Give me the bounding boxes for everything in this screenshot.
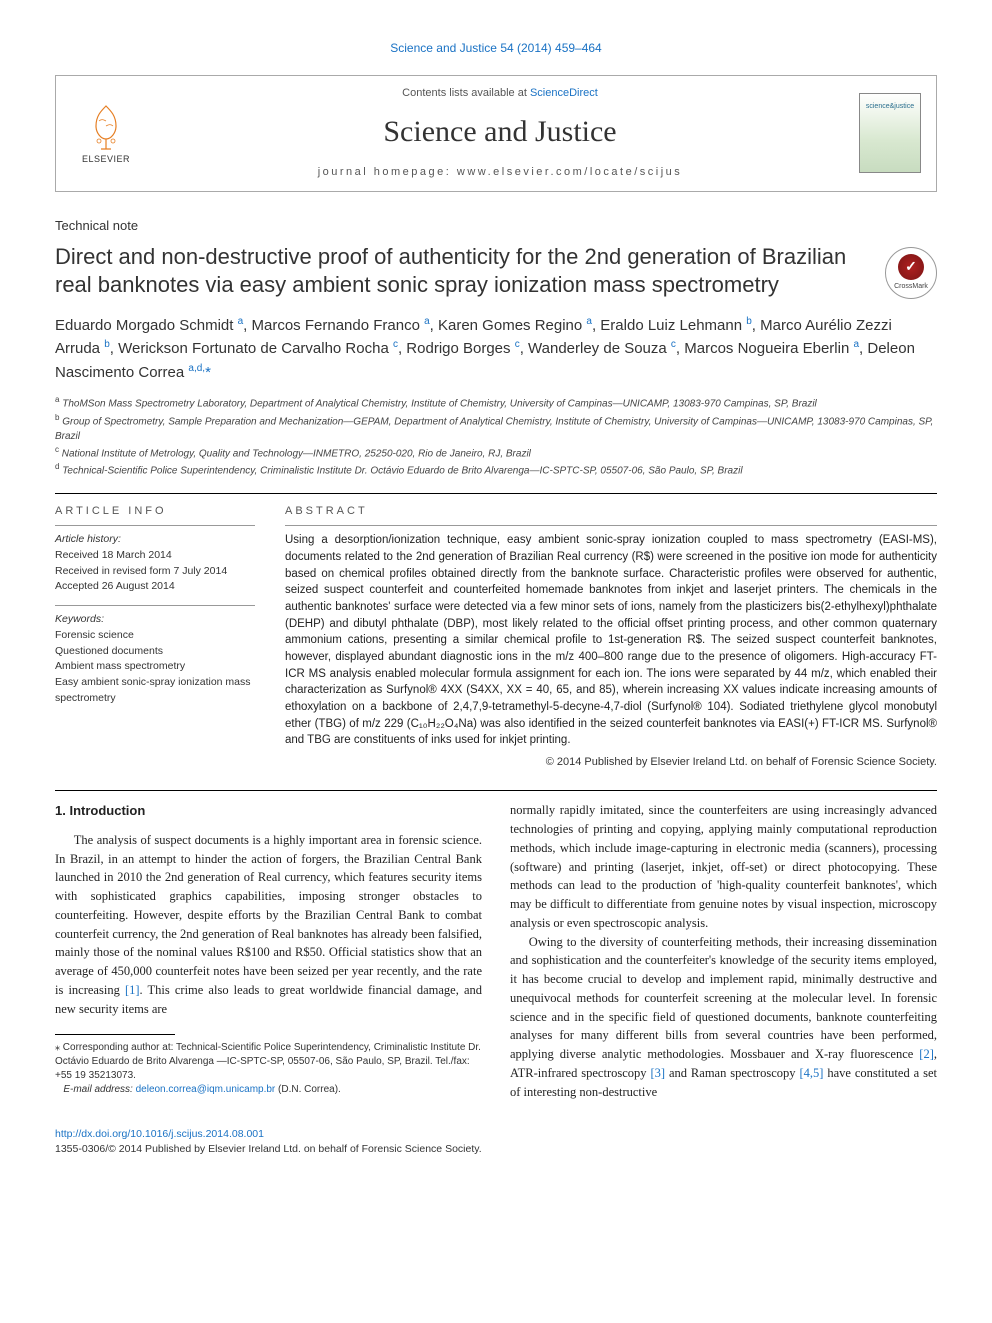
citation-link[interactable]: [4,5] [799,1066,823,1080]
email-after: (D.N. Correa). [275,1084,341,1095]
journal-header: ELSEVIER Contents lists available at Sci… [55,75,937,192]
journal-cover-thumbnail: science&justice [859,93,921,173]
divider [55,790,937,791]
body-text: 1. Introduction The analysis of suspect … [55,801,937,1101]
divider [55,525,255,526]
sciencedirect-link[interactable]: ScienceDirect [530,87,598,99]
keyword: Forensic science [55,628,255,644]
crossmark-label: CrossMark [894,282,928,292]
abstract-copyright: © 2014 Published by Elsevier Ireland Ltd… [285,755,937,770]
elsevier-tree-icon [81,101,131,151]
doi-link[interactable]: http://dx.doi.org/10.1016/j.scijus.2014.… [55,1128,264,1140]
history-title: Article history: [55,532,255,548]
email-label: E-mail address: [63,1084,135,1095]
crossmark-badge[interactable]: ✓ CrossMark [885,247,937,299]
authors-list: Eduardo Morgado Schmidt a, Marcos Fernan… [55,314,937,385]
footnote-text: Corresponding author at: Technical-Scien… [55,1042,481,1081]
page-footer: http://dx.doi.org/10.1016/j.scijus.2014.… [55,1127,937,1156]
divider [285,525,937,526]
contents-available: Contents lists available at ScienceDirec… [141,86,859,101]
history-item: Accepted 26 August 2014 [55,579,255,595]
affiliation-item: c National Institute of Metrology, Quali… [55,444,937,461]
citation-link[interactable]: [2] [919,1047,934,1061]
journal-name: Science and Justice [141,111,859,153]
body-text-span: and Raman spectroscopy [665,1066,799,1080]
abstract-text: Using a desorption/ionization technique,… [285,532,937,749]
keywords-title: Keywords: [55,612,255,628]
journal-citation[interactable]: Science and Justice 54 (2014) 459–464 [55,40,937,57]
history-item: Received in revised form 7 July 2014 [55,564,255,580]
article-info-heading: article info [55,504,255,519]
keyword: Easy ambient sonic-spray ionization mass… [55,675,255,707]
footnote-star: ⁎ [55,1042,60,1053]
history-item: Received 18 March 2014 [55,548,255,564]
body-paragraph: The analysis of suspect documents is a h… [55,831,482,1019]
abstract-column: abstract Using a desorption/ionization t… [285,504,937,771]
corresponding-author-footnote: ⁎ Corresponding author at: Technical-Sci… [55,1041,482,1097]
citation-link[interactable]: [3] [650,1066,665,1080]
cover-title: science&justice [866,102,914,112]
crossmark-icon: ✓ [898,254,924,280]
homepage-url[interactable]: www.elsevier.com/locate/scijus [457,166,682,178]
elsevier-logo: ELSEVIER [71,93,141,173]
article-info-column: article info Article history: Received 1… [55,504,255,771]
publisher-name: ELSEVIER [82,153,130,166]
affiliations-list: a ThoMSon Mass Spectrometry Laboratory, … [55,394,937,478]
citation-link[interactable]: [1] [125,983,140,997]
contents-text: Contents lists available at [402,87,530,99]
footnote-separator [55,1034,175,1035]
affiliation-item: a ThoMSon Mass Spectrometry Laboratory, … [55,394,937,411]
issn-copyright: 1355-0306/© 2014 Published by Elsevier I… [55,1143,482,1155]
keyword: Questioned documents [55,644,255,660]
article-type: Technical note [55,217,937,235]
article-title: Direct and non-destructive proof of auth… [55,243,865,300]
email-link[interactable]: deleon.correa@iqm.unicamp.br [136,1084,276,1095]
homepage-label: journal homepage: [318,166,457,178]
affiliation-item: d Technical-Scientific Police Superinten… [55,461,937,478]
divider [55,605,255,606]
body-paragraph: normally rapidly imitated, since the cou… [510,801,937,932]
abstract-heading: abstract [285,504,937,519]
keyword: Ambient mass spectrometry [55,659,255,675]
divider [55,493,937,494]
body-paragraph: Owing to the diversity of counterfeiting… [510,933,937,1102]
section-heading: 1. Introduction [55,801,482,821]
body-text-span: The analysis of suspect documents is a h… [55,833,482,997]
journal-homepage: journal homepage: www.elsevier.com/locat… [141,165,859,180]
body-text-span: Owing to the diversity of counterfeiting… [510,935,937,1062]
affiliation-item: b Group of Spectrometry, Sample Preparat… [55,412,937,444]
